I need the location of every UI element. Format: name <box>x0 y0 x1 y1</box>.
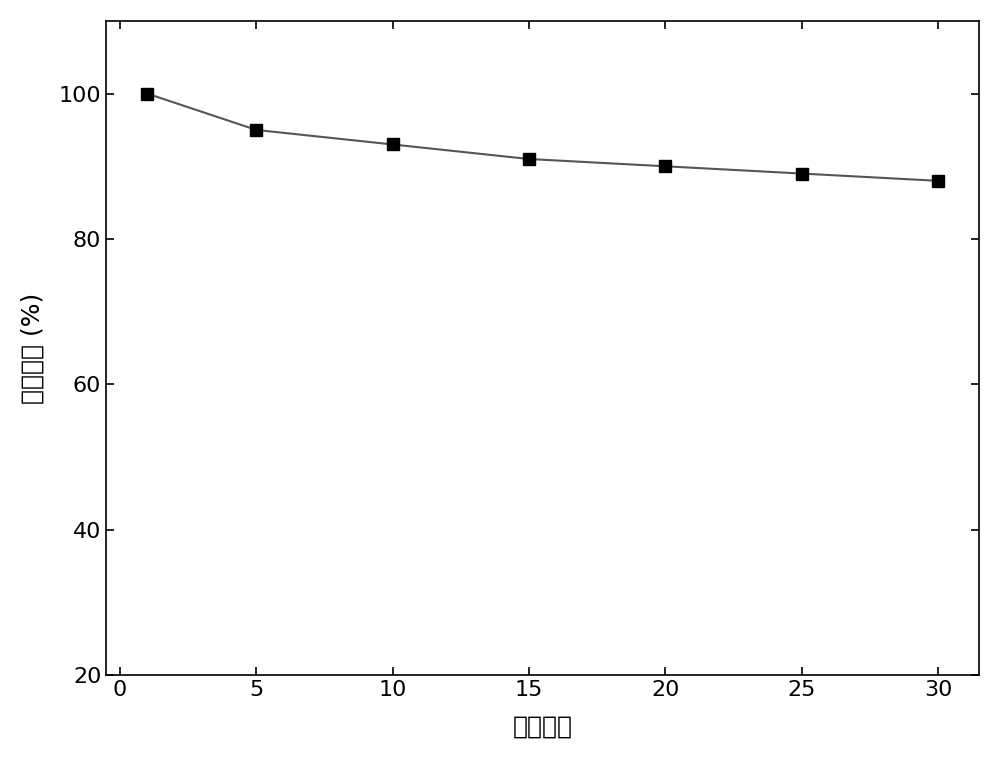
Y-axis label: 催化活性 (%): 催化活性 (%) <box>21 292 45 404</box>
X-axis label: 反应批次: 反应批次 <box>513 714 573 739</box>
